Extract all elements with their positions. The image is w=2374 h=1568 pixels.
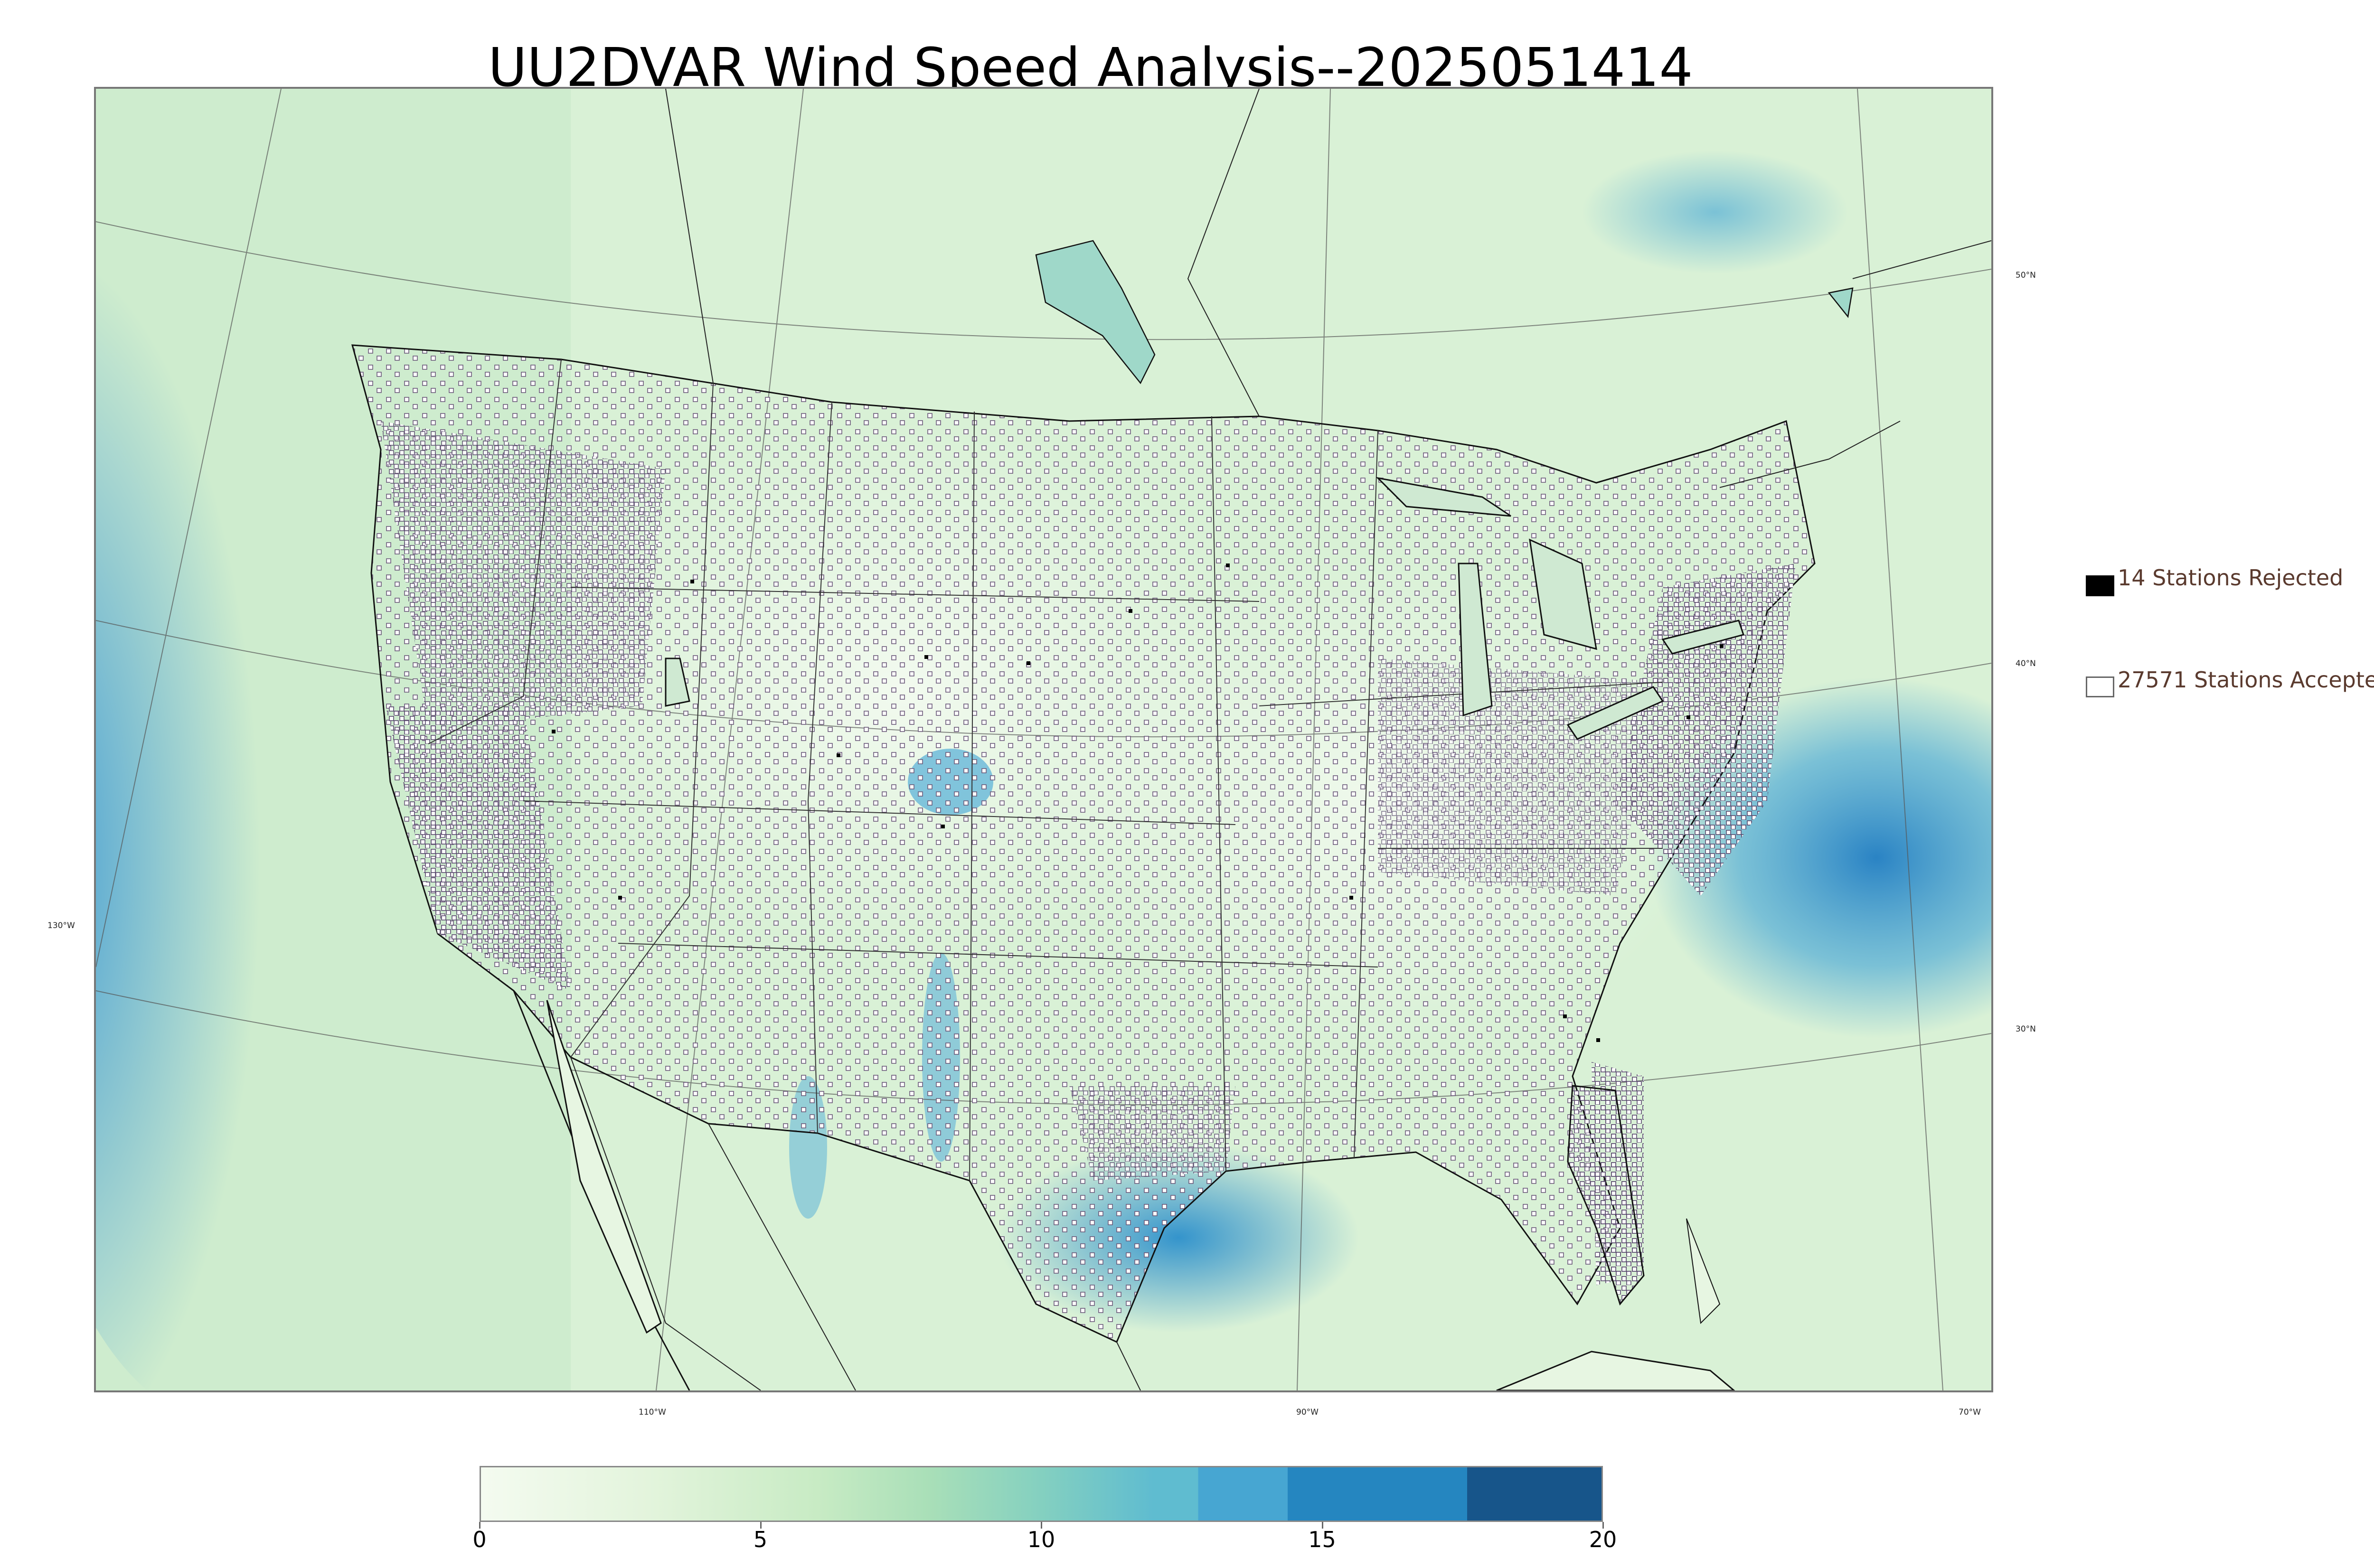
rejected-stations <box>552 563 1724 1042</box>
colorbar-tick-mark <box>1041 1522 1042 1529</box>
great-lakes <box>665 477 1744 740</box>
rejected-label: 14 Stations Rejected <box>2118 565 2344 591</box>
colorbar-tick-label: 0 <box>472 1527 487 1552</box>
map-canvas <box>96 89 1991 1390</box>
lon-label-110: 110°W <box>639 1408 666 1417</box>
pacific-wind-maximum <box>96 184 443 1390</box>
lat-label-40: 40°N <box>2016 659 2036 668</box>
colorbar-tick-label: 15 <box>1308 1527 1336 1552</box>
conus-outline <box>351 344 1816 1343</box>
lat-label-50: 50°N <box>2016 271 2036 280</box>
rejected-swatch <box>2086 575 2114 596</box>
colorbar-tick-mark <box>1321 1522 1323 1529</box>
colorbar-tick-label: 10 <box>1027 1527 1055 1552</box>
lon-label-130: 130°W <box>47 921 75 930</box>
accepted-label: 27571 Stations Accepted <box>2118 667 2374 693</box>
colorbar-tick-label: 5 <box>753 1527 768 1552</box>
colorbar-tick-mark <box>760 1522 762 1529</box>
colorbar-tick-mark <box>1602 1522 1604 1529</box>
state-boundaries <box>428 359 1663 1181</box>
accepted-swatch <box>2086 676 2114 697</box>
colorbar-tick-label: 20 <box>1589 1527 1617 1552</box>
colorbar-tick-mark <box>479 1522 480 1529</box>
lat-label-30: 30°N <box>2016 1024 2036 1034</box>
wind-speed-map[interactable] <box>94 87 1993 1392</box>
florida <box>1567 1085 1645 1306</box>
lon-label-90: 90°W <box>1296 1408 1319 1417</box>
colorbar <box>480 1466 1603 1522</box>
lon-label-70: 70°W <box>1959 1408 1981 1417</box>
